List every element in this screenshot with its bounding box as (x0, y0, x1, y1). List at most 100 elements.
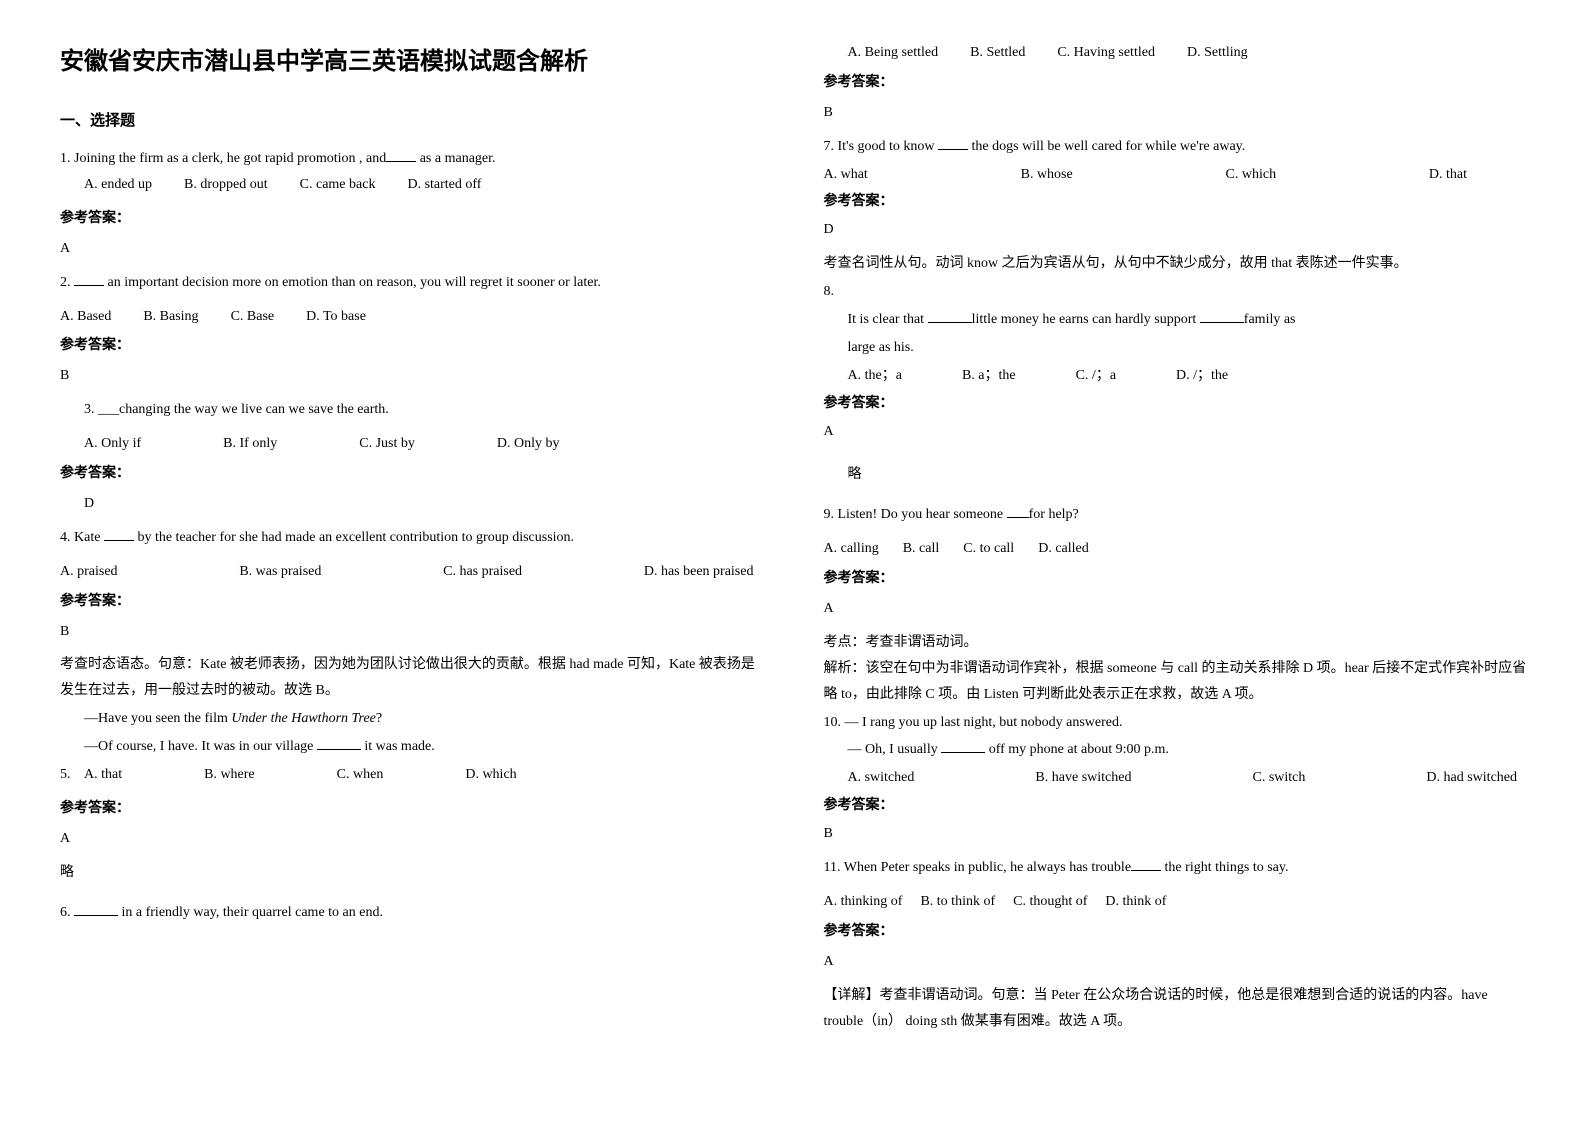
q6-opt-a: A. Being settled (848, 40, 939, 66)
q7-stem-b: the dogs will be well cared for while we… (968, 139, 1245, 154)
blank (1131, 858, 1161, 871)
q7-opt-a: A. what (824, 162, 868, 188)
q10-opt-d: D. had switched (1426, 765, 1517, 791)
q5-opt-a: A. that (84, 762, 122, 788)
q7-stem-a: 7. It's good to know (824, 139, 939, 154)
q9-explanation-2: 解析：该空在句中为非谓语动词作宾补，根据 someone 与 call 的主动关… (824, 656, 1528, 708)
q3-opt-a: A. Only if (84, 431, 141, 457)
q3-opt-b: B. If only (223, 431, 277, 457)
q10-l2-b: off my phone at about 9:00 p.m. (985, 742, 1169, 757)
answer-label: 参考答案： (60, 796, 764, 822)
q5-opt-d: D. which (465, 762, 516, 788)
blank (938, 137, 968, 150)
q10-options: A. switched B. have switched C. switch D… (824, 765, 1528, 791)
q8-explanation: 略 (824, 462, 1528, 488)
q3-answer: D (60, 491, 764, 517)
q8-l1-a: It is clear that (848, 312, 928, 327)
q9-options: A. calling B. call C. to call D. called (824, 536, 1528, 562)
q1-stem-b: as a manager. (416, 151, 495, 166)
q8-options: A. the；a B. a；the C. /；a D. /；the (824, 363, 1528, 389)
blank (74, 273, 104, 286)
blank (317, 737, 361, 750)
q2-stem-b: an important decision more on emotion th… (104, 275, 601, 290)
question-7: 7. It's good to know the dogs will be we… (824, 134, 1528, 160)
question-9: 9. Listen! Do you hear someone for help? (824, 502, 1528, 528)
q2-opt-b: B. Basing (143, 304, 198, 330)
q3-opt-d: D. Only by (497, 431, 560, 457)
q5-line1-b: ? (376, 711, 382, 726)
q10-opt-c: C. switch (1252, 765, 1305, 791)
q9-opt-b: B. call (903, 536, 940, 562)
question-5: —Have you seen the film Under the Hawtho… (60, 706, 764, 788)
q5-line1-italic: Under the Hawthorn Tree (231, 711, 376, 726)
q7-opt-d: D. that (1429, 162, 1467, 188)
answer-label: 参考答案： (60, 333, 764, 359)
q7-opt-b: B. whose (1021, 162, 1073, 188)
q1-opt-c: C. came back (300, 172, 376, 198)
q7-options: A. what B. whose C. which D. that (824, 162, 1528, 188)
q5-opt-b: B. where (204, 762, 255, 788)
q5-number: 5. (60, 762, 84, 788)
answer-label: 参考答案： (60, 206, 764, 232)
blank (74, 903, 118, 916)
q5-explanation: 略 (60, 860, 764, 886)
q5-line2-b: it was made. (361, 739, 435, 754)
q6-opt-b: B. Settled (970, 40, 1025, 66)
q2-stem-a: 2. (60, 275, 74, 290)
question-10: 10. — I rang you up last night, but nobo… (824, 710, 1528, 792)
q3-opt-c: C. Just by (359, 431, 415, 457)
q10-opt-b: B. have switched (1035, 765, 1131, 791)
q11-opt-a: A. thinking of (824, 889, 903, 915)
q8-opt-b: B. a；the (962, 363, 1016, 389)
q11-options: A. thinking of B. to think of C. thought… (824, 889, 1528, 915)
q9-stem-a: 9. Listen! Do you hear someone (824, 507, 1007, 522)
answer-label: 参考答案： (824, 189, 1528, 215)
q7-answer: D (824, 217, 1528, 243)
q6-opt-d: D. Settling (1187, 40, 1248, 66)
question-4: 4. Kate by the teacher for she had made … (60, 525, 764, 551)
question-1: 1. Joining the firm as a clerk, he got r… (60, 146, 764, 198)
q11-opt-b: B. to think of (920, 889, 995, 915)
q9-explanation-1: 考点：考查非谓语动词。 (824, 630, 1528, 656)
q4-opt-c: C. has praised (443, 559, 522, 585)
q10-opt-a: A. switched (848, 765, 915, 791)
q2-options: A. Based B. Basing C. Base D. To base (60, 304, 764, 330)
q9-opt-a: A. calling (824, 536, 879, 562)
q9-opt-d: D. called (1038, 536, 1089, 562)
q7-explanation: 考查名词性从句。动词 know 之后为宾语从句，从句中不缺少成分，故用 that… (824, 251, 1528, 277)
question-8: 8. It is clear that little money he earn… (824, 279, 1528, 389)
q4-opt-d: D. has been praised (644, 559, 754, 585)
blank (941, 740, 985, 753)
q11-opt-d: D. think of (1105, 889, 1166, 915)
q4-opt-b: B. was praised (239, 559, 321, 585)
q8-l1-c: family as (1244, 312, 1296, 327)
q4-options: A. praised B. was praised C. has praised… (60, 559, 764, 585)
q5-options: A. that B. where C. when D. which (84, 762, 567, 788)
question-11: 11. When Peter speaks in public, he alwa… (824, 855, 1528, 881)
q6-opt-c: C. Having settled (1057, 40, 1155, 66)
blank (104, 528, 134, 541)
q11-opt-c: C. thought of (1013, 889, 1087, 915)
q11-stem-b: the right things to say. (1161, 860, 1288, 875)
q8-opt-a: A. the；a (848, 363, 902, 389)
q3-options: A. Only if B. If only C. Just by D. Only… (60, 431, 764, 457)
q4-stem-b: by the teacher for she had made an excel… (134, 530, 574, 545)
page-title: 安徽省安庆市潜山县中学高三英语模拟试题含解析 (60, 40, 764, 84)
q1-opt-d: D. started off (407, 172, 481, 198)
q2-opt-a: A. Based (60, 304, 111, 330)
q1-opt-a: A. ended up (84, 172, 152, 198)
q5-answer: A (60, 826, 764, 852)
section-heading: 一、选择题 (60, 108, 764, 136)
q5-line2-a: —Of course, I have. It was in our villag… (84, 739, 317, 754)
q1-options: A. ended up B. dropped out C. came back … (60, 172, 764, 198)
q1-opt-b: B. dropped out (184, 172, 268, 198)
q9-answer: A (824, 596, 1528, 622)
q9-stem-b: for help? (1029, 507, 1079, 522)
q8-answer: A (824, 419, 1528, 445)
q8-opt-d: D. /；the (1176, 363, 1228, 389)
q10-l2-a: — Oh, I usually (848, 742, 942, 757)
question-3: 3. ___changing the way we live can we sa… (60, 397, 764, 423)
q1-stem-a: 1. Joining the firm as a clerk, he got r… (60, 151, 386, 166)
q4-explanation: 考查时态语态。句意：Kate 被老师表扬，因为她为团队讨论做出很大的贡献。根据 … (60, 652, 764, 704)
question-2: 2. an important decision more on emotion… (60, 270, 764, 296)
